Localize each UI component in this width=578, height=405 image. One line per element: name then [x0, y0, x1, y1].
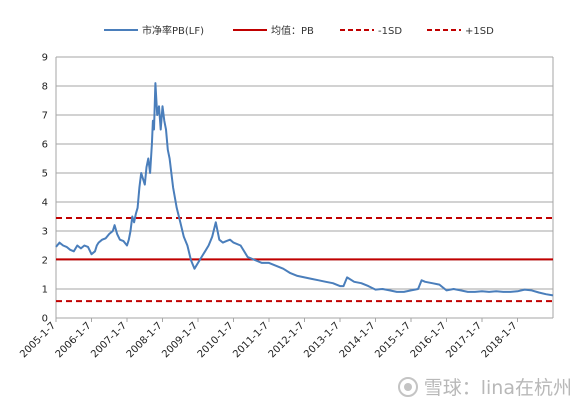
y-tick-label-0: 0: [42, 314, 48, 325]
legend-pb-label: 市净率PB(LF): [142, 24, 204, 37]
x-tick-label-2009-1-7: 2009-1-7: [160, 320, 200, 360]
x-tick-label-2013-1-7: 2013-1-7: [302, 320, 342, 360]
legend-plus-1sd-label: +1SD: [465, 26, 494, 37]
x-tick-label-2010-1-7: 2010-1-7: [196, 320, 236, 360]
x-tick-label-2007-1-7: 2007-1-7: [89, 320, 129, 360]
y-tick-label-9: 9: [42, 53, 48, 64]
legend: 市净率PB(LF) 均值：PB -1SD +1SD: [104, 24, 494, 37]
y-tick-label-5: 5: [42, 169, 48, 180]
x-tick-label-2006-1-7: 2006-1-7: [54, 320, 94, 360]
watermark: 雪球：lina在杭州: [397, 373, 572, 400]
y-tick-label-3: 3: [42, 227, 48, 238]
y-tick-label-4: 4: [42, 198, 48, 209]
y-tick-label-1: 1: [42, 285, 48, 296]
x-tick-label-2016-1-7: 2016-1-7: [409, 320, 449, 360]
x-tick-label-2011-1-7: 2011-1-7: [231, 320, 271, 360]
y-tick-label-6: 6: [42, 140, 48, 151]
x-tick-label-2005-1-7: 2005-1-7: [18, 320, 58, 360]
x-tick-label-2015-1-7: 2015-1-7: [373, 320, 413, 360]
pb-line: [55, 82, 554, 297]
legend-minus-1sd-label: -1SD: [378, 26, 402, 37]
pb-series: [55, 82, 554, 297]
x-axis-ticks: 2005-1-72006-1-72007-1-72008-1-72009-1-7…: [18, 318, 520, 360]
legend-mean-label: 均值：PB: [271, 24, 314, 37]
x-tick-label-2008-1-7: 2008-1-7: [125, 320, 165, 360]
x-tick-label-2017-1-7: 2017-1-7: [444, 320, 484, 360]
y-tick-label-7: 7: [42, 111, 48, 122]
y-tick-label-2: 2: [42, 256, 48, 267]
x-tick-label-2012-1-7: 2012-1-7: [267, 320, 307, 360]
snowball-logo-icon: [397, 376, 418, 397]
reference-lines: [56, 216, 553, 303]
grid-lines: [55, 56, 554, 319]
y-tick-label-8: 8: [42, 82, 48, 93]
x-tick-label-2014-1-7: 2014-1-7: [338, 320, 378, 360]
x-tick-label-2018-1-7: 2018-1-7: [480, 320, 520, 360]
y-axis-ticks: 0 1 2 3 4 5 6 7 8 9: [42, 53, 48, 325]
watermark-text: 雪球：lina在杭州: [423, 377, 572, 399]
